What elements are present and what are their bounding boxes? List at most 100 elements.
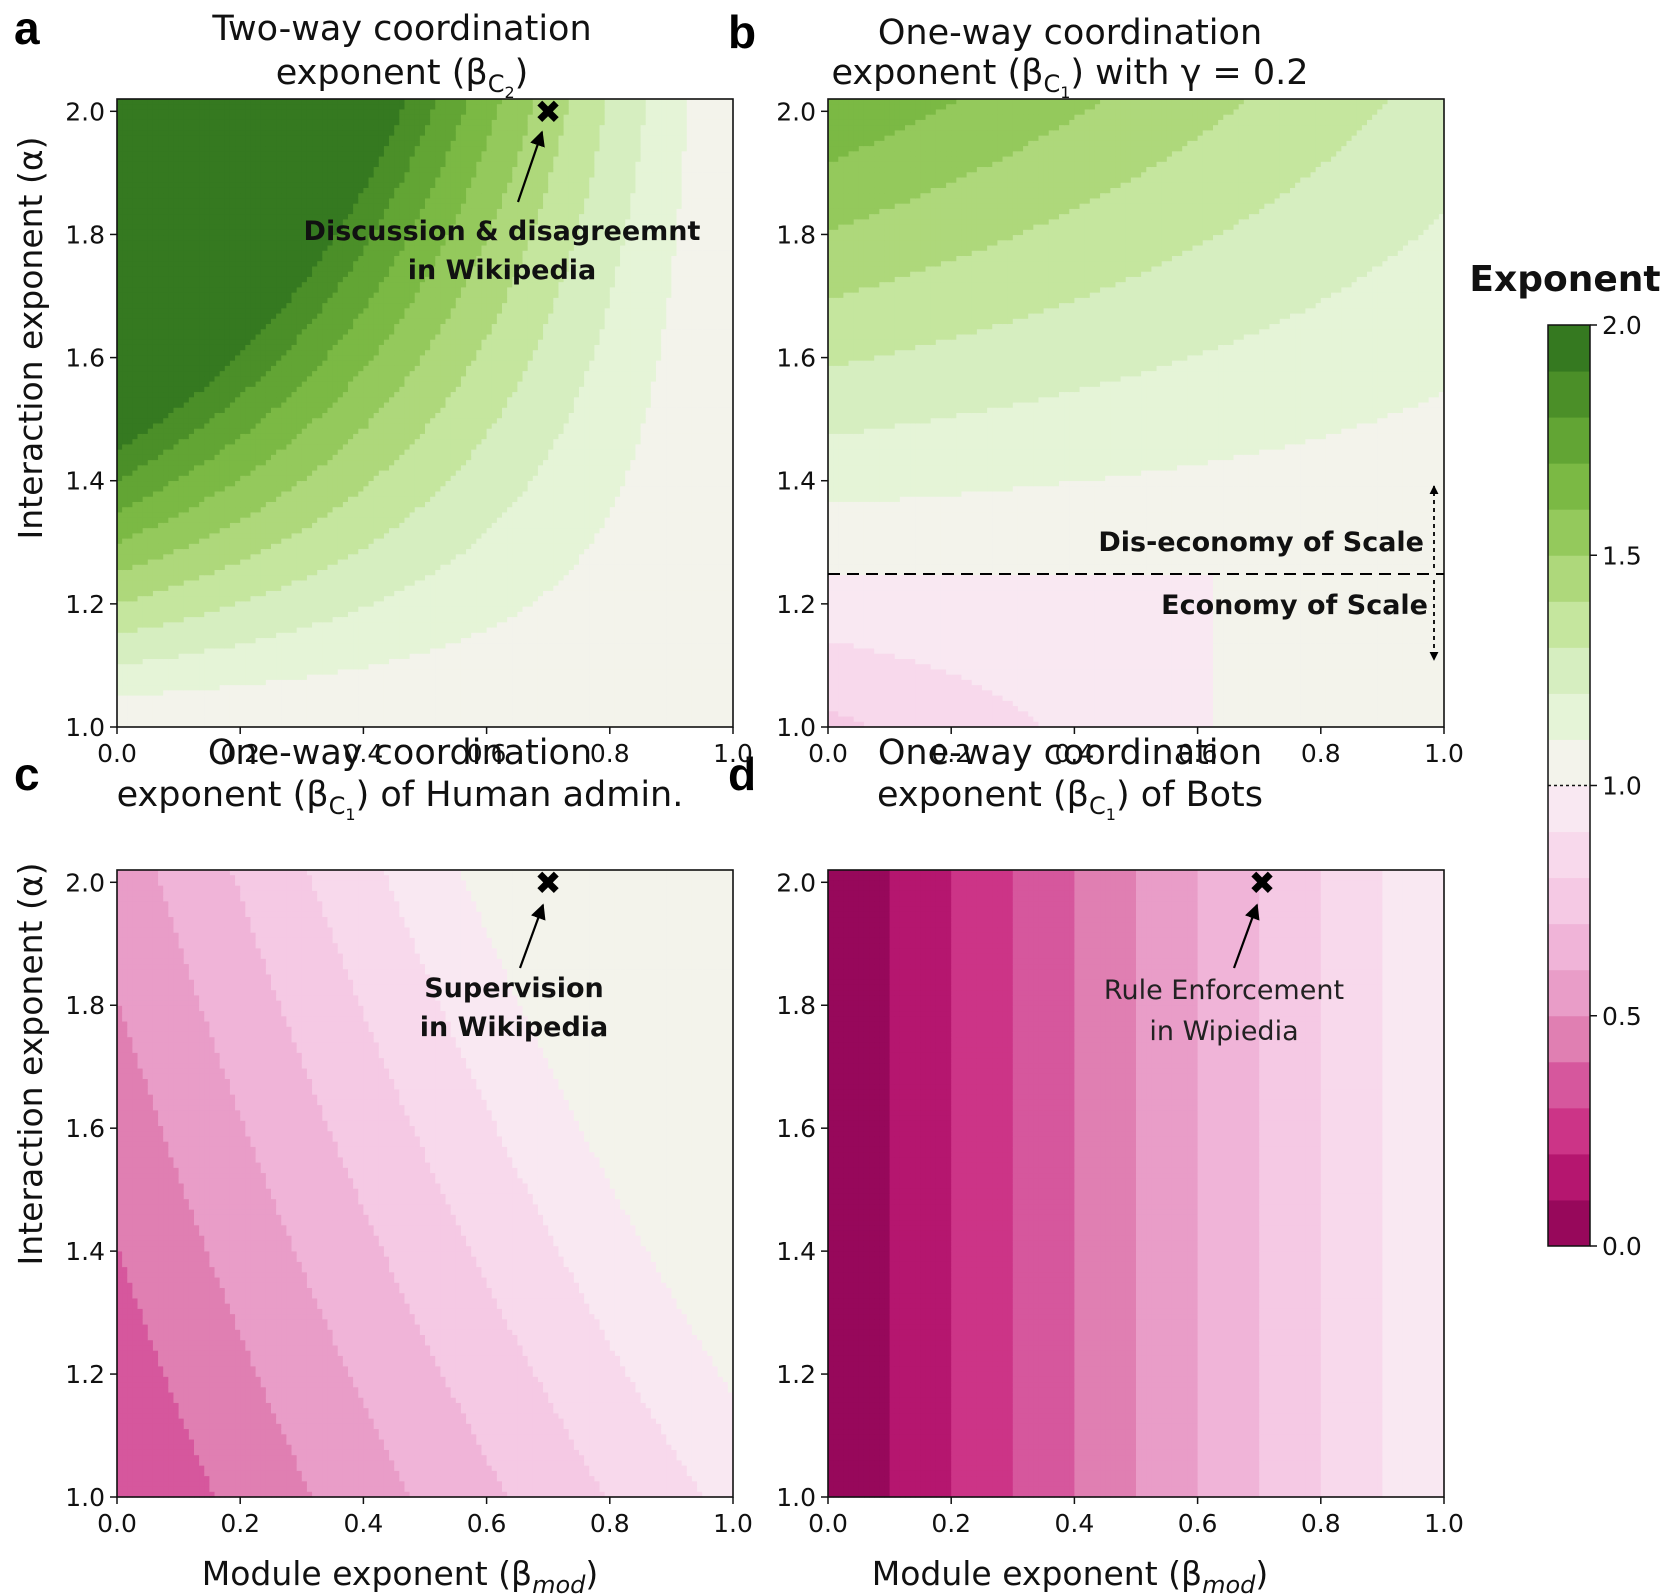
heat-cell — [127, 460, 133, 466]
heat-cell — [122, 272, 128, 278]
heat-cell — [117, 340, 123, 346]
heat-cell — [132, 591, 138, 597]
heat-cell — [122, 298, 128, 304]
heat-cell — [122, 136, 128, 142]
heat-cell — [122, 465, 128, 471]
heat-cell — [132, 418, 138, 424]
heat-cell — [132, 580, 138, 586]
heat-cell — [117, 570, 123, 576]
heat-cell — [122, 717, 128, 723]
heat-cell — [122, 612, 128, 618]
heat-cell — [127, 612, 133, 618]
heat-cell — [127, 240, 133, 246]
heat-cell — [127, 643, 133, 649]
heat-cell — [122, 690, 128, 696]
heat-cell — [132, 607, 138, 613]
heat-cell — [122, 512, 128, 518]
heat-cell — [127, 188, 133, 194]
heat-cell — [127, 450, 133, 456]
heat-cell — [122, 178, 128, 184]
heat-cell — [127, 408, 133, 414]
heat-cell — [132, 219, 138, 225]
heat-cell — [127, 235, 133, 241]
heat-cell — [117, 240, 123, 246]
heat-cell — [138, 209, 144, 215]
heat-cell — [127, 633, 133, 639]
heat-cell — [127, 418, 133, 424]
heat-cell — [117, 230, 123, 236]
heat-cell — [122, 251, 128, 257]
heat-cell — [117, 460, 123, 466]
heat-cell — [138, 371, 144, 377]
heat-cell — [117, 465, 123, 471]
heat-cell — [117, 617, 123, 623]
heat-cell — [132, 282, 138, 288]
heat-cell — [127, 256, 133, 262]
heat-cell — [132, 544, 138, 550]
heat-cell — [132, 272, 138, 278]
heat-cell — [122, 350, 128, 356]
heat-cell — [117, 324, 123, 330]
heat-cell — [132, 293, 138, 299]
heat-cell — [117, 397, 123, 403]
heat-cell — [127, 403, 133, 409]
heat-cell — [132, 413, 138, 419]
heat-cell — [132, 235, 138, 241]
panel-b-title: One-way coordination exponent (βC1) with… — [831, 13, 1308, 102]
heat-cell — [117, 355, 123, 361]
heat-cell — [138, 188, 144, 194]
heat-cell — [138, 350, 144, 356]
heat-cell — [122, 429, 128, 435]
heat-cell — [132, 298, 138, 304]
heat-cell — [122, 219, 128, 225]
heat-cell — [117, 654, 123, 660]
heat-cell — [122, 528, 128, 534]
heat-cell — [117, 115, 123, 121]
heat-cell — [117, 607, 123, 613]
heat-cell — [132, 376, 138, 382]
heat-cell — [117, 669, 123, 675]
heat-cell — [132, 209, 138, 215]
heat-cell — [122, 554, 128, 560]
heat-cell — [117, 502, 123, 508]
heat-cell — [138, 308, 144, 314]
heat-cell — [132, 392, 138, 398]
heat-cell — [127, 622, 133, 628]
heat-cell — [117, 256, 123, 262]
heat-cell — [117, 136, 123, 142]
heat-cell — [127, 172, 133, 178]
heat-cell — [132, 104, 138, 110]
heat-cell — [127, 130, 133, 136]
heat-cell — [132, 539, 138, 545]
heat-cell — [127, 287, 133, 293]
heat-cell — [117, 104, 123, 110]
heat-cell — [122, 188, 128, 194]
heat-cell — [117, 659, 123, 665]
heat-cell — [132, 178, 138, 184]
heat-cell — [117, 198, 123, 204]
heat-cell — [122, 706, 128, 712]
heat-cell — [138, 125, 144, 131]
heat-cell — [122, 183, 128, 189]
heat-cell — [132, 99, 138, 105]
heat-cell — [138, 178, 144, 184]
heat-cell — [132, 335, 138, 341]
heat-cell — [127, 492, 133, 498]
heat-cell — [138, 287, 144, 293]
heat-cell — [122, 533, 128, 539]
panel-label-b: b — [728, 6, 756, 58]
heat-cell — [127, 669, 133, 675]
heat-cell — [127, 371, 133, 377]
heat-cell — [127, 178, 133, 184]
heat-cell — [117, 649, 123, 655]
heat-cell — [138, 240, 144, 246]
heat-cell — [132, 554, 138, 560]
heat-cell — [122, 141, 128, 147]
heat-cell — [127, 361, 133, 367]
heat-cell — [122, 570, 128, 576]
heat-cell — [127, 544, 133, 550]
heat-cell — [122, 371, 128, 377]
heat-cell — [117, 455, 123, 461]
heat-cell — [122, 303, 128, 309]
heat-cell — [117, 533, 123, 539]
